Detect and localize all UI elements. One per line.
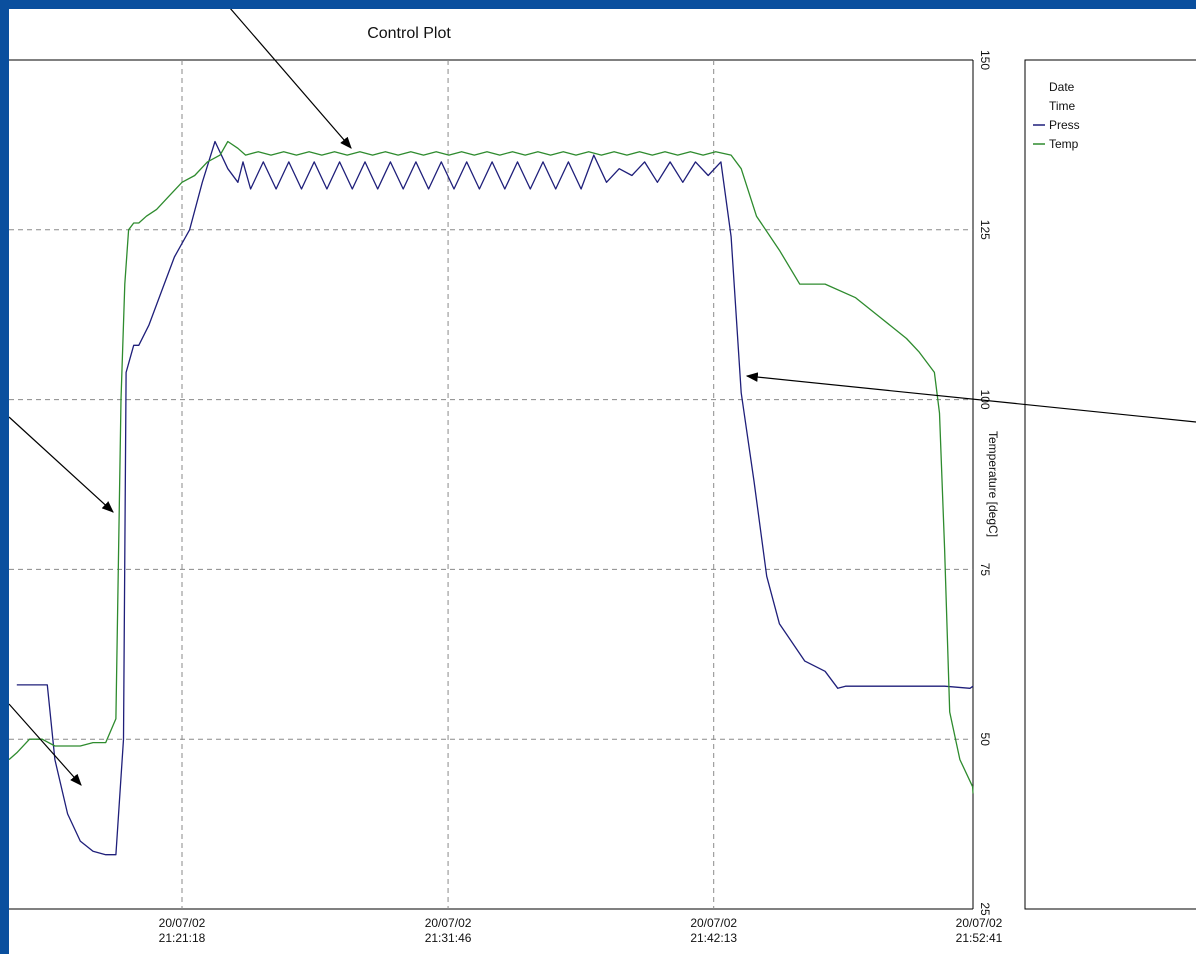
series-line-temp	[9, 140, 974, 794]
arrow-to-press-dip	[9, 703, 82, 786]
y-tick-label-25: 25	[978, 902, 992, 916]
y-axis-label: Temperature [degC]	[986, 431, 1000, 537]
arrow-to-temp-plateau	[229, 9, 352, 149]
chart-title: Control Plot	[367, 25, 451, 42]
x-tick-time-0: 21:21:18	[159, 931, 206, 945]
legend: Date Time Press Temp	[1033, 80, 1080, 151]
series-line-press	[16, 140, 974, 856]
legend-panel	[1024, 59, 1196, 910]
y-tick-label-150: 150	[978, 50, 992, 70]
y-tick-label-75: 75	[978, 563, 992, 577]
legend-entry-temp: Temp	[1049, 137, 1079, 151]
y-tick-label-125: 125	[978, 220, 992, 240]
x-tick-date-3: 20/07/02	[956, 916, 1003, 930]
arrow-to-press-drop	[745, 372, 1196, 423]
x-axis-ticks: 20/07/0221:21:1820/07/0221:31:4620/07/02…	[159, 916, 1003, 945]
chart-window: Control Plot 25 50 75 100 125 150 20/07/02 21:…	[9, 9, 1196, 954]
x-tick-time-2: 21:42:13	[690, 931, 737, 945]
y-axis-ticks: 25 50 75 100 125 150	[978, 50, 992, 916]
series-layer	[9, 140, 974, 856]
legend-entry-press: Press	[1049, 118, 1080, 132]
grid-lines	[9, 60, 973, 909]
legend-entry-date: Date	[1049, 80, 1075, 94]
x-tick-time-1: 21:31:46	[425, 931, 472, 945]
x-tick-date-1: 20/07/02	[425, 916, 472, 930]
arrow-to-temp-rise	[9, 416, 114, 513]
x-tick-time-3: 21:52:41	[956, 931, 1003, 945]
y-tick-label-100: 100	[978, 390, 992, 410]
legend-entry-time: Time	[1049, 99, 1076, 113]
y-tick-label-50: 50	[978, 733, 992, 747]
annotation-arrows	[9, 9, 1196, 786]
x-tick-date-0: 20/07/02	[159, 916, 206, 930]
x-tick-date-2: 20/07/02	[690, 916, 737, 930]
